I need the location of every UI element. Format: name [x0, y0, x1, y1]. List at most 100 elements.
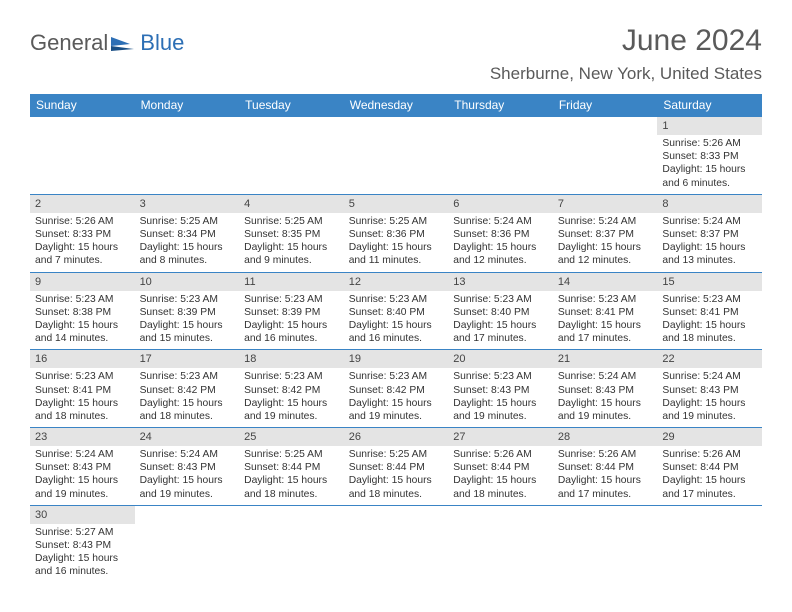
day-cell: 24Sunrise: 5:24 AMSunset: 8:43 PMDayligh…: [135, 428, 240, 505]
daylight-line-1: Daylight: 15 hours: [35, 397, 130, 410]
daylight-line-2: and 19 minutes.: [140, 488, 235, 501]
daylight-line-1: Daylight: 15 hours: [453, 241, 548, 254]
day-number: 6: [448, 195, 553, 213]
sunset-line: Sunset: 8:42 PM: [244, 384, 339, 397]
sunrise-line: Sunrise: 5:23 AM: [35, 293, 130, 306]
daylight-line-2: and 12 minutes.: [453, 254, 548, 267]
daylight-line-1: Daylight: 15 hours: [349, 319, 444, 332]
day-body: Sunrise: 5:23 AMSunset: 8:42 PMDaylight:…: [239, 368, 344, 427]
sunrise-line: Sunrise: 5:23 AM: [349, 370, 444, 383]
day-body: Sunrise: 5:26 AMSunset: 8:44 PMDaylight:…: [553, 446, 658, 505]
calendar-week: 30Sunrise: 5:27 AMSunset: 8:43 PMDayligh…: [30, 506, 762, 583]
day-number: 21: [553, 350, 658, 368]
calendar-week: 1Sunrise: 5:26 AMSunset: 8:33 PMDaylight…: [30, 117, 762, 195]
sunrise-line: Sunrise: 5:24 AM: [35, 448, 130, 461]
day-body: Sunrise: 5:23 AMSunset: 8:41 PMDaylight:…: [553, 291, 658, 350]
day-number: 7: [553, 195, 658, 213]
day-number: 16: [30, 350, 135, 368]
daylight-line-2: and 19 minutes.: [35, 488, 130, 501]
day-number: 2: [30, 195, 135, 213]
logo: General Blue: [30, 30, 184, 56]
sunset-line: Sunset: 8:37 PM: [558, 228, 653, 241]
sunrise-line: Sunrise: 5:23 AM: [558, 293, 653, 306]
day-cell: 21Sunrise: 5:24 AMSunset: 8:43 PMDayligh…: [553, 350, 658, 427]
day-number: 27: [448, 428, 553, 446]
day-cell: [135, 506, 240, 583]
day-body: Sunrise: 5:25 AMSunset: 8:34 PMDaylight:…: [135, 213, 240, 272]
day-number: 12: [344, 273, 449, 291]
day-number: 19: [344, 350, 449, 368]
day-number: 14: [553, 273, 658, 291]
day-body: Sunrise: 5:24 AMSunset: 8:43 PMDaylight:…: [135, 446, 240, 505]
dow-cell: Monday: [135, 94, 240, 117]
day-body: Sunrise: 5:25 AMSunset: 8:44 PMDaylight:…: [344, 446, 449, 505]
day-number: 1: [657, 117, 762, 135]
sunrise-line: Sunrise: 5:26 AM: [662, 448, 757, 461]
daylight-line-2: and 19 minutes.: [244, 410, 339, 423]
day-cell: 20Sunrise: 5:23 AMSunset: 8:43 PMDayligh…: [448, 350, 553, 427]
daylight-line-1: Daylight: 15 hours: [349, 397, 444, 410]
day-body: Sunrise: 5:23 AMSunset: 8:41 PMDaylight:…: [30, 368, 135, 427]
day-cell: 5Sunrise: 5:25 AMSunset: 8:36 PMDaylight…: [344, 195, 449, 272]
day-cell: 16Sunrise: 5:23 AMSunset: 8:41 PMDayligh…: [30, 350, 135, 427]
day-number: 8: [657, 195, 762, 213]
day-cell: [239, 506, 344, 583]
day-cell: 4Sunrise: 5:25 AMSunset: 8:35 PMDaylight…: [239, 195, 344, 272]
day-cell: 30Sunrise: 5:27 AMSunset: 8:43 PMDayligh…: [30, 506, 135, 583]
daylight-line-1: Daylight: 15 hours: [244, 397, 339, 410]
day-cell: 12Sunrise: 5:23 AMSunset: 8:40 PMDayligh…: [344, 273, 449, 350]
day-body: Sunrise: 5:23 AMSunset: 8:40 PMDaylight:…: [344, 291, 449, 350]
sunrise-line: Sunrise: 5:25 AM: [140, 215, 235, 228]
sunset-line: Sunset: 8:33 PM: [662, 150, 757, 163]
day-cell: 8Sunrise: 5:24 AMSunset: 8:37 PMDaylight…: [657, 195, 762, 272]
day-cell: 27Sunrise: 5:26 AMSunset: 8:44 PMDayligh…: [448, 428, 553, 505]
daylight-line-1: Daylight: 15 hours: [453, 474, 548, 487]
day-number: 24: [135, 428, 240, 446]
day-cell: 26Sunrise: 5:25 AMSunset: 8:44 PMDayligh…: [344, 428, 449, 505]
daylight-line-2: and 17 minutes.: [662, 488, 757, 501]
sunset-line: Sunset: 8:33 PM: [35, 228, 130, 241]
day-body: Sunrise: 5:23 AMSunset: 8:39 PMDaylight:…: [135, 291, 240, 350]
day-body: Sunrise: 5:23 AMSunset: 8:40 PMDaylight:…: [448, 291, 553, 350]
calendar-week: 9Sunrise: 5:23 AMSunset: 8:38 PMDaylight…: [30, 273, 762, 351]
day-number: 4: [239, 195, 344, 213]
day-body: Sunrise: 5:24 AMSunset: 8:36 PMDaylight:…: [448, 213, 553, 272]
day-body: Sunrise: 5:26 AMSunset: 8:44 PMDaylight:…: [657, 446, 762, 505]
title-block: June 2024 Sherburne, New York, United St…: [490, 24, 762, 84]
daylight-line-1: Daylight: 15 hours: [35, 319, 130, 332]
calendar-week: 23Sunrise: 5:24 AMSunset: 8:43 PMDayligh…: [30, 428, 762, 506]
day-number: 13: [448, 273, 553, 291]
sunset-line: Sunset: 8:43 PM: [140, 461, 235, 474]
day-number: 30: [30, 506, 135, 524]
daylight-line-1: Daylight: 15 hours: [244, 319, 339, 332]
day-body: Sunrise: 5:23 AMSunset: 8:38 PMDaylight:…: [30, 291, 135, 350]
day-cell: 19Sunrise: 5:23 AMSunset: 8:42 PMDayligh…: [344, 350, 449, 427]
sunrise-line: Sunrise: 5:25 AM: [349, 448, 444, 461]
daylight-line-1: Daylight: 15 hours: [558, 474, 653, 487]
sunset-line: Sunset: 8:41 PM: [35, 384, 130, 397]
sunset-line: Sunset: 8:44 PM: [349, 461, 444, 474]
daylight-line-1: Daylight: 15 hours: [662, 241, 757, 254]
daylight-line-2: and 9 minutes.: [244, 254, 339, 267]
calendar-grid: SundayMondayTuesdayWednesdayThursdayFrid…: [30, 94, 762, 583]
daylight-line-1: Daylight: 15 hours: [244, 241, 339, 254]
calendar-week: 2Sunrise: 5:26 AMSunset: 8:33 PMDaylight…: [30, 195, 762, 273]
sunrise-line: Sunrise: 5:26 AM: [558, 448, 653, 461]
day-cell: [448, 117, 553, 194]
sunrise-line: Sunrise: 5:23 AM: [140, 370, 235, 383]
day-cell: 29Sunrise: 5:26 AMSunset: 8:44 PMDayligh…: [657, 428, 762, 505]
daylight-line-2: and 7 minutes.: [35, 254, 130, 267]
sunset-line: Sunset: 8:37 PM: [662, 228, 757, 241]
sunset-line: Sunset: 8:35 PM: [244, 228, 339, 241]
daylight-line-2: and 17 minutes.: [558, 488, 653, 501]
sunrise-line: Sunrise: 5:25 AM: [244, 448, 339, 461]
day-body: Sunrise: 5:23 AMSunset: 8:42 PMDaylight:…: [344, 368, 449, 427]
day-cell: 3Sunrise: 5:25 AMSunset: 8:34 PMDaylight…: [135, 195, 240, 272]
daylight-line-1: Daylight: 15 hours: [140, 397, 235, 410]
daylight-line-1: Daylight: 15 hours: [244, 474, 339, 487]
day-body: Sunrise: 5:27 AMSunset: 8:43 PMDaylight:…: [30, 524, 135, 583]
daylight-line-2: and 17 minutes.: [453, 332, 548, 345]
day-cell: 10Sunrise: 5:23 AMSunset: 8:39 PMDayligh…: [135, 273, 240, 350]
daylight-line-1: Daylight: 15 hours: [662, 474, 757, 487]
sunrise-line: Sunrise: 5:23 AM: [140, 293, 235, 306]
